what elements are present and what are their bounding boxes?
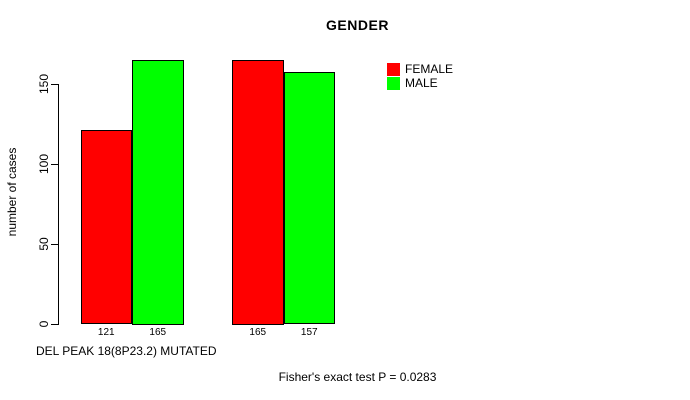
bar-male-group1 (132, 59, 184, 325)
annotation-fisher-test: Fisher's exact test P = 0.0283 (278, 370, 437, 384)
y-tick-label: 150 (37, 73, 51, 95)
bar-female-group2 (232, 59, 284, 325)
y-tick (51, 323, 58, 325)
y-tick-label: 100 (37, 153, 51, 175)
legend-label: MALE (405, 75, 438, 90)
y-tick (51, 243, 58, 245)
y-axis-line (58, 83, 59, 325)
bar-male-group2 (283, 72, 335, 325)
bar-value-label: 121 (97, 327, 115, 338)
legend-swatch-female (387, 62, 400, 76)
x-axis-label: DEL PEAK 18(8P23.2) MUTATED (36, 344, 217, 358)
bar-value-label: 165 (249, 327, 267, 338)
bar-value-label: 165 (149, 327, 167, 338)
legend-item-female: FEMALE (387, 62, 453, 76)
chart-title: GENDER (326, 17, 389, 33)
y-tick (51, 83, 58, 85)
legend-label: FEMALE (405, 61, 454, 76)
legend: FEMALE MALE (387, 62, 453, 90)
legend-item-male: MALE (387, 76, 453, 90)
bar-female-group1 (80, 129, 132, 325)
legend-swatch-male (387, 76, 400, 90)
bar-value-label: 157 (300, 327, 318, 338)
y-tick-label: 0 (37, 320, 51, 328)
y-tick-label: 50 (37, 237, 51, 251)
y-tick (51, 163, 58, 165)
